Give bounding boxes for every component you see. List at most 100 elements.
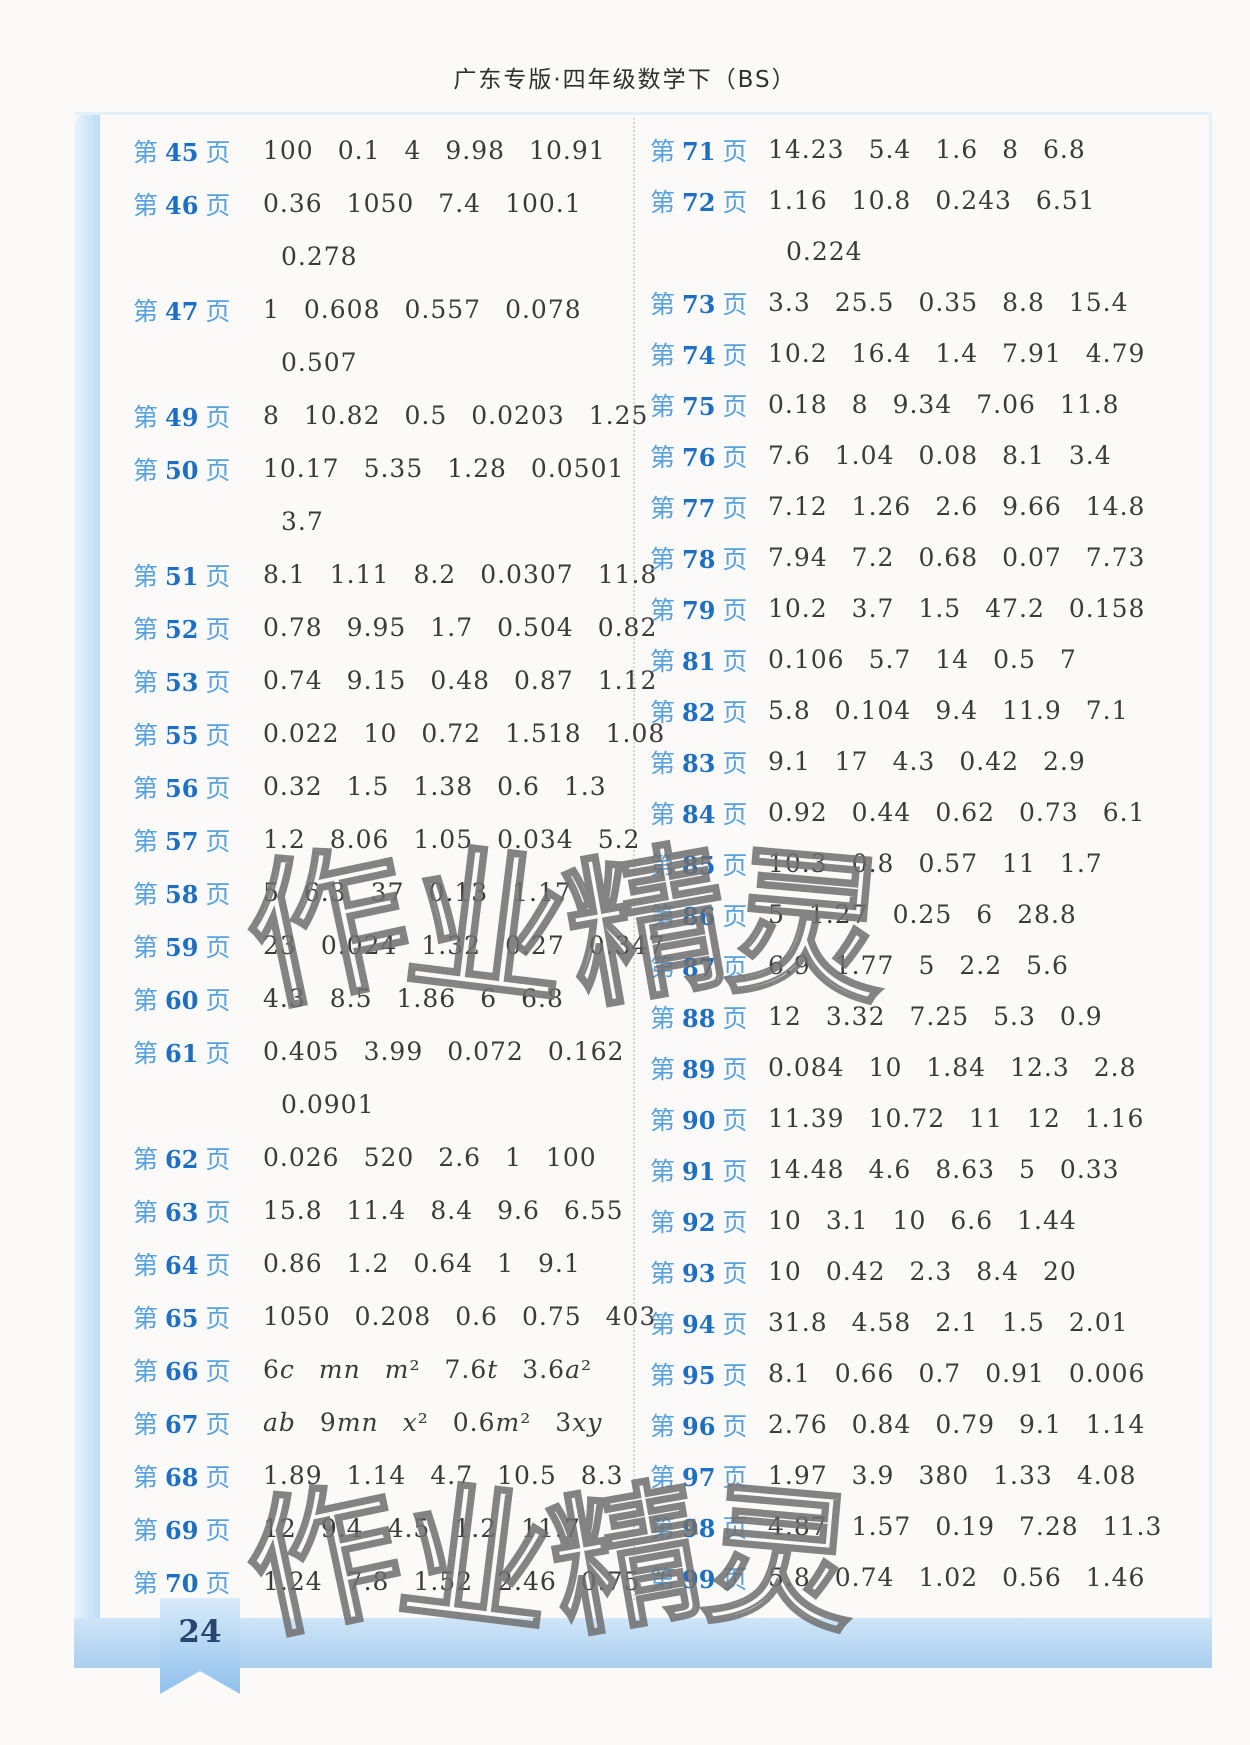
answer-value: 2.3 (909, 1257, 953, 1286)
answer-value: 0.504 (497, 613, 574, 642)
answer-value: ab (263, 1408, 296, 1437)
answer-values: 0.106 5.7 14 0.5 7 (768, 645, 1077, 674)
page-label-number: 57 (165, 826, 199, 856)
answer-value: 11.39 (768, 1104, 845, 1133)
answer-row: 第 87 页 6.9 1.77 5 2.2 5.6 (650, 940, 1205, 991)
answer-value: 0.9 (1059, 1002, 1103, 1031)
answer-value: 10 (892, 1206, 927, 1235)
answer-value: 7.94 (768, 543, 828, 572)
answer-row: 第 96 页 2.76 0.84 0.79 9.1 1.14 (650, 1399, 1205, 1450)
answer-value: 0.91 (985, 1359, 1045, 1388)
answer-row: 第 52 页 0.78 9.95 1.7 0.504 0.82 (133, 601, 656, 654)
answer-value: 0.44 (851, 798, 912, 827)
answer-value: 7.6 (768, 441, 811, 470)
answer-value: mn (318, 1355, 361, 1384)
answer-value: 0.106 (768, 645, 845, 674)
answer-row: 第 97 页 1.97 3.9 380 1.33 4.08 (650, 1450, 1205, 1501)
answer-values: 10.3 0.8 0.57 11 1.7 (768, 849, 1103, 878)
answer-value: 10.17 (263, 454, 340, 483)
answer-value: 1.52 (413, 1567, 474, 1596)
page-label-number: 85 (682, 850, 716, 880)
page-label-number: 50 (165, 455, 199, 485)
answer-value: 3.99 (363, 1037, 424, 1066)
answer-value: 100 (545, 1143, 597, 1172)
answer-values: 0.92 0.44 0.62 0.73 6.1 (768, 798, 1145, 827)
answer-value: 0.084 (768, 1053, 845, 1082)
answer-value: 0.87 (514, 666, 574, 695)
page-label-number: 72 (682, 187, 716, 217)
answer-value: 1.518 (505, 719, 582, 748)
answer-value: 6.1 (1102, 798, 1146, 827)
answer-values: 5 6.3 37 0.13 1.17 (263, 878, 572, 907)
answer-value: 0.6 (455, 1302, 498, 1331)
answer-value: 10 (768, 1257, 802, 1286)
answer-values: 1.89 1.14 4.7 10.5 8.3 (263, 1461, 624, 1490)
answer-value: 1.08 (605, 719, 666, 748)
page-label: 第 55 页 (133, 720, 231, 750)
answer-value: 0.7 (918, 1359, 962, 1388)
answer-value: 4.87 (768, 1512, 828, 1541)
answer-values: 31.8 4.58 2.1 1.5 2.01 (768, 1308, 1129, 1337)
answer-value: 0.078 (505, 295, 582, 324)
page-label: 第 67 页 (133, 1409, 231, 1439)
answer-values: 0.224 (786, 237, 863, 266)
answer-value: 0.57 (918, 849, 979, 878)
page-label: 第 90 页 (650, 1105, 748, 1135)
answer-value: 37 (370, 878, 405, 907)
answer-row: 第 76 页 7.6 1.04 0.08 8.1 3.4 (650, 430, 1205, 481)
page-label: 第 71 页 (650, 136, 748, 166)
answer-value: 11.3 (1102, 1512, 1163, 1541)
answer-value: 0.405 (263, 1037, 340, 1066)
answer-value: 0.79 (935, 1410, 996, 1439)
answer-row: 第 79 页 10.2 3.7 1.5 47.2 0.158 (650, 583, 1205, 634)
answer-value: 31.8 (768, 1308, 828, 1337)
page-label-number: 87 (682, 952, 716, 982)
answer-value: 10.3 (768, 849, 828, 878)
answer-row-continuation: 0.278 (133, 230, 625, 283)
answer-value: 9.4 (320, 1514, 364, 1543)
page-label: 第 73 页 (650, 289, 748, 319)
answer-value: 8.1 (768, 1359, 811, 1388)
page-label-number: 88 (682, 1003, 716, 1033)
answer-value: 8.5 (329, 984, 373, 1013)
answer-value: 6 (480, 984, 498, 1013)
answer-value: 3.9 (851, 1461, 895, 1490)
page-label: 第 79 页 (650, 595, 748, 625)
page-label-number: 46 (165, 190, 199, 220)
answer-value: 1.16 (768, 186, 828, 215)
answer-value: 8.1 (263, 560, 306, 589)
answer-value: 0.347 (588, 931, 666, 960)
answer-value: 17 (834, 747, 869, 776)
answer-values: 0.18 8 9.34 7.06 11.8 (768, 390, 1120, 419)
answer-value: 0.507 (281, 348, 358, 377)
answer-value: 4.08 (1076, 1461, 1137, 1490)
page-label: 第 62 页 (133, 1144, 231, 1174)
page-label: 第 45 页 (133, 137, 231, 167)
answer-value: 9.98 (445, 136, 506, 165)
answer-value: 3.4 (1068, 441, 1112, 470)
page-label: 第 86 页 (650, 901, 748, 931)
page-label-number: 97 (682, 1462, 716, 1492)
answer-value: 14 (935, 645, 970, 674)
page-label-number: 82 (682, 697, 716, 727)
page-label: 第 98 页 (650, 1513, 748, 1543)
page-label-number: 58 (165, 879, 199, 909)
page-number: 24 (178, 1614, 222, 1650)
answer-values: 14.23 5.4 1.6 8 6.8 (768, 135, 1086, 164)
answer-row: 第 92 页 10 3.1 10 6.6 1.44 (650, 1195, 1205, 1246)
page-label-number: 69 (165, 1515, 199, 1545)
answer-value: 6.8 (521, 984, 564, 1013)
answer-value: 0.026 (263, 1143, 340, 1172)
answer-value: 9.4 (935, 696, 979, 725)
answer-value: 1.5 (1002, 1308, 1045, 1337)
answer-value: 7.8 (346, 1567, 390, 1596)
page-label: 第 78 页 (650, 544, 748, 574)
answer-value: 0.557 (404, 295, 482, 324)
answer-value: 9.15 (346, 666, 407, 695)
page-label-number: 68 (165, 1462, 199, 1492)
page-label: 第 96 页 (650, 1411, 748, 1441)
answer-value: 11 (1002, 849, 1036, 878)
page-label: 第 95 页 (650, 1360, 748, 1390)
answer-value: 0.27 (505, 931, 565, 960)
page-label-number: 49 (165, 402, 199, 432)
